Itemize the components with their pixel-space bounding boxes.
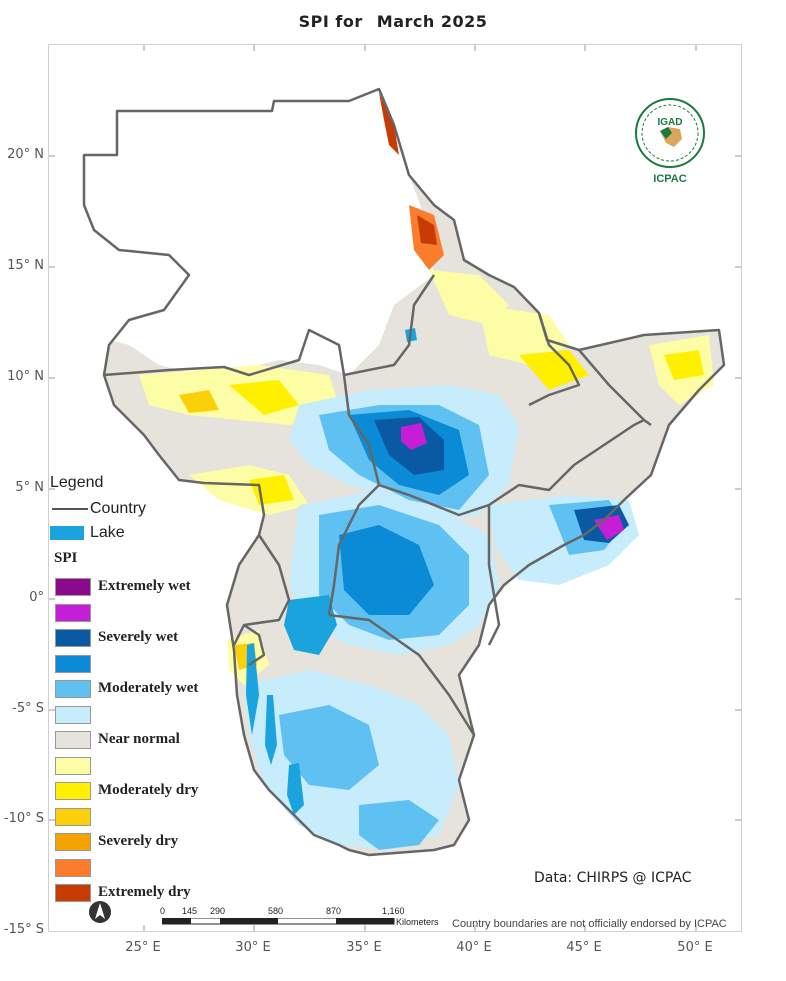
spi-label: Moderately wet <box>98 680 199 696</box>
map-frame <box>48 44 742 932</box>
lon-label-50e: 50° E <box>677 940 713 955</box>
spi-legend-title: SPI <box>54 550 78 566</box>
lat-label-10n: 10° N <box>7 369 44 384</box>
disclaimer: Country boundaries are not officially en… <box>452 918 727 930</box>
scale-tick-580: 580 <box>268 906 284 916</box>
spi-swatch <box>55 884 91 902</box>
spi-swatch <box>55 629 91 647</box>
country-boundaries <box>82 87 726 857</box>
spi-label: Extremely dry <box>98 884 191 900</box>
spi-label: Severely wet <box>98 629 179 645</box>
spi-swatch <box>55 680 91 698</box>
lon-label-30e: 30° E <box>235 940 271 955</box>
spi-label: Near normal <box>98 731 180 747</box>
lat-label-5n: 5° N <box>15 480 44 495</box>
spi-swatch <box>55 705 91 724</box>
lake-swatch <box>50 525 84 540</box>
spi-class-row <box>55 858 235 877</box>
lat-label-5s: -5° S <box>12 701 44 716</box>
spi-swatch <box>55 603 91 622</box>
scale-bar-graphic <box>162 918 395 925</box>
legend-lake-label: Lake <box>90 524 125 541</box>
scale-tick-0: 0 <box>160 906 166 916</box>
spi-swatch <box>55 654 91 673</box>
legend-country-label: Country <box>90 500 147 517</box>
map-title: SPI for March 2025 <box>0 12 786 31</box>
spi-class-row <box>55 603 235 622</box>
country-line-swatch <box>52 507 88 510</box>
lakes <box>246 328 417 815</box>
spi-class-row: Extremely dry <box>55 884 235 902</box>
map-canvas <box>49 45 741 931</box>
dry-patches <box>139 93 714 710</box>
spi-swatch <box>55 756 91 775</box>
scale-tick-870: 870 <box>326 906 342 916</box>
lat-label-20n: 20° N <box>7 147 44 162</box>
spi-swatch <box>55 578 91 596</box>
scale-unit: Kilometers <box>396 917 439 927</box>
lat-label-10s: -10° S <box>3 811 44 826</box>
lon-label-45e: 45° E <box>566 940 602 955</box>
spi-class-row: Moderately dry <box>55 782 235 800</box>
spi-label: Moderately dry <box>98 782 199 798</box>
spi-class-row <box>55 756 235 775</box>
scale-bar: 0 145 290 580 870 1,160 Kilometers <box>160 906 460 936</box>
spi-label: Extremely wet <box>98 578 191 594</box>
logo-text-igad: IGAD <box>657 117 683 128</box>
scale-tick-1160: 1,160 <box>382 906 405 916</box>
icpac-logo-icon: IGAD ICPAC <box>630 95 710 190</box>
title-prefix: SPI for <box>298 12 363 31</box>
logo-emblem <box>635 98 705 168</box>
spi-swatch <box>55 731 91 749</box>
lat-label-0: 0° <box>29 590 44 605</box>
lon-label-25e: 25° E <box>125 940 161 955</box>
frame-ticks <box>49 45 741 931</box>
data-credit: Data: CHIRPS @ ICPAC <box>534 870 692 886</box>
spi-label: Severely dry <box>98 833 179 849</box>
spi-class-row: Near normal <box>55 731 235 749</box>
spi-class-row: Severely wet <box>55 629 235 647</box>
lat-label-15n: 15° N <box>7 258 44 273</box>
lat-label-15s: -15° S <box>3 922 44 937</box>
spi-swatch <box>55 807 91 826</box>
spi-class-row <box>55 705 235 724</box>
lon-label-40e: 40° E <box>456 940 492 955</box>
lon-label-35e: 35° E <box>346 940 382 955</box>
spi-swatch <box>55 833 91 851</box>
legend-country: Country <box>52 500 146 518</box>
legend-lake: Lake <box>50 524 125 542</box>
north-arrow-icon <box>88 900 112 924</box>
spi-class-row <box>55 807 235 826</box>
region-north-blank <box>84 89 434 375</box>
logo-text-icpac: ICPAC <box>653 173 687 185</box>
scale-tick-145: 145 <box>182 906 198 916</box>
spi-class-row <box>55 654 235 673</box>
spi-swatch <box>55 782 91 800</box>
title-period: March 2025 <box>376 12 488 31</box>
spi-swatch <box>55 858 91 877</box>
legend-title: Legend <box>50 474 104 491</box>
spi-class-row: Moderately wet <box>55 680 235 698</box>
spi-class-row: Severely dry <box>55 833 235 851</box>
spi-class-row: Extremely wet <box>55 578 235 596</box>
scale-tick-290: 290 <box>210 906 226 916</box>
